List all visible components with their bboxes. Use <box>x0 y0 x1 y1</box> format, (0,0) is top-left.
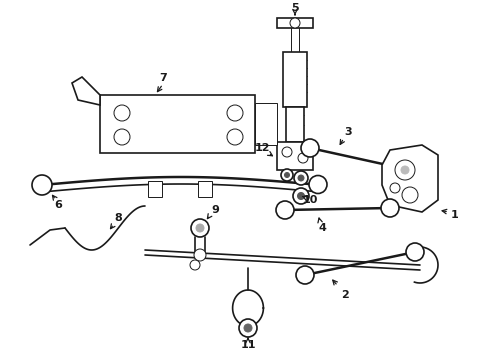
Circle shape <box>381 199 399 217</box>
Text: 6: 6 <box>54 200 62 210</box>
Circle shape <box>296 266 314 284</box>
Text: 4: 4 <box>318 223 326 233</box>
Circle shape <box>401 166 409 174</box>
Circle shape <box>227 129 243 145</box>
Circle shape <box>309 175 327 193</box>
Circle shape <box>406 243 424 261</box>
Circle shape <box>32 175 52 195</box>
Circle shape <box>194 249 206 261</box>
Text: 12: 12 <box>254 143 270 153</box>
Circle shape <box>190 260 200 270</box>
Bar <box>277 18 313 28</box>
Text: 9: 9 <box>211 205 219 215</box>
Circle shape <box>227 105 243 121</box>
Text: 7: 7 <box>159 73 167 83</box>
Polygon shape <box>382 145 438 212</box>
Text: 11: 11 <box>240 340 256 350</box>
Bar <box>198 181 212 197</box>
Circle shape <box>294 171 308 185</box>
Bar <box>277 142 313 170</box>
Circle shape <box>297 193 304 199</box>
Circle shape <box>298 175 304 181</box>
Text: 1: 1 <box>451 210 459 220</box>
Circle shape <box>281 169 293 181</box>
Bar <box>148 181 162 197</box>
Circle shape <box>282 147 292 157</box>
Circle shape <box>191 219 209 237</box>
Bar <box>100 95 255 153</box>
Bar <box>283 52 307 107</box>
Text: 5: 5 <box>291 3 299 13</box>
Circle shape <box>402 187 418 203</box>
Circle shape <box>395 160 415 180</box>
Circle shape <box>114 105 130 121</box>
Circle shape <box>290 18 300 28</box>
Text: 3: 3 <box>344 127 352 137</box>
Bar <box>286 107 304 142</box>
Circle shape <box>301 139 319 157</box>
Polygon shape <box>72 77 100 105</box>
Circle shape <box>285 172 290 177</box>
Circle shape <box>293 188 309 204</box>
Circle shape <box>390 183 400 193</box>
Circle shape <box>276 201 294 219</box>
Text: 2: 2 <box>341 290 349 300</box>
Text: 10: 10 <box>302 195 318 205</box>
Text: 8: 8 <box>114 213 122 223</box>
Circle shape <box>298 153 308 163</box>
Circle shape <box>239 319 257 337</box>
Circle shape <box>114 129 130 145</box>
Bar <box>255 103 277 145</box>
Circle shape <box>244 324 252 332</box>
Circle shape <box>196 224 204 232</box>
Circle shape <box>401 161 419 179</box>
